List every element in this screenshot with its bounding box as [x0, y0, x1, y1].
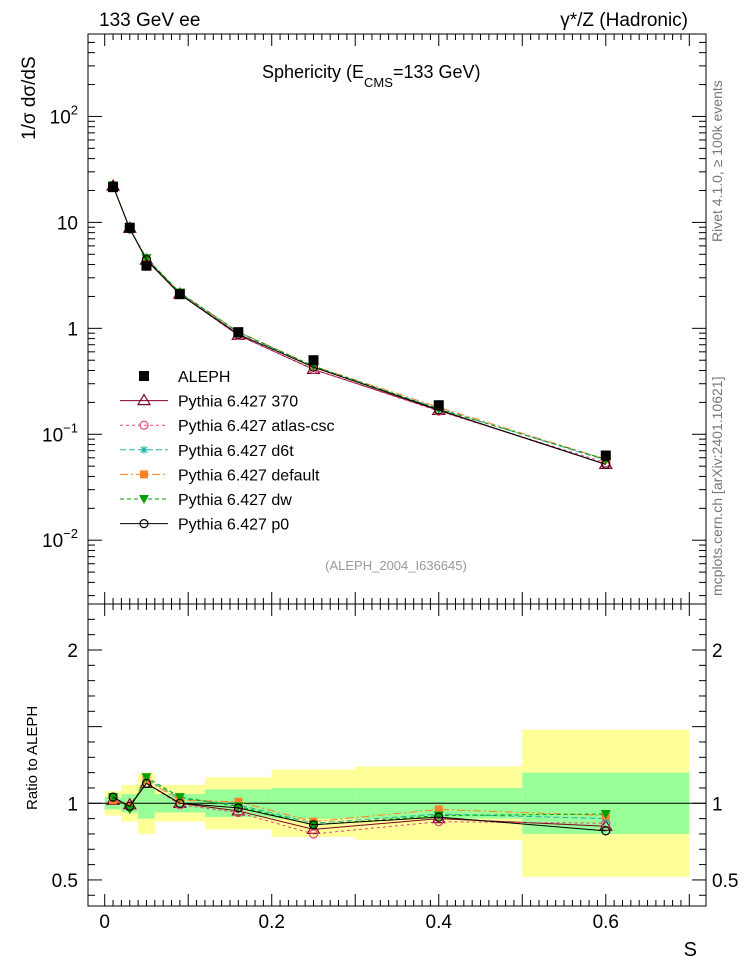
xtick-label: 0 [99, 912, 110, 933]
data-point [433, 400, 444, 411]
ratio-point-4 [141, 773, 152, 783]
ratio-point-5 [141, 778, 152, 788]
legend-label: Pythia 6.427 atlas-csc [178, 418, 335, 435]
ratio-line-5 [112, 782, 606, 832]
legend-marker [140, 470, 148, 479]
data-point [174, 289, 185, 300]
data-point [108, 182, 119, 193]
data-point [600, 450, 611, 461]
ratio-line-4 [112, 776, 606, 826]
main-ytick-label: 10−1 [42, 420, 78, 446]
xtick-label: 0.4 [426, 912, 453, 933]
series-line-5 [112, 185, 606, 465]
xtick-label: 0.6 [593, 912, 619, 933]
main-ytick-label: 10−2 [42, 526, 78, 552]
main-ylabel: 1/σ dσ/dS [19, 56, 40, 140]
ratio-point-4 [174, 793, 185, 803]
mcplots-label: mcplots.cern.ch [arXiv:2401.10621] [709, 377, 725, 596]
analysis-watermark: (ALEPH_2004_I636645) [325, 558, 467, 573]
legend-marker [136, 393, 152, 406]
data-point [124, 222, 135, 233]
ratio-line-1 [112, 782, 606, 835]
ratio-line-2 [112, 778, 606, 824]
ratio-point-5 [125, 801, 135, 811]
main-ytick-label: 10 [57, 213, 78, 234]
rivet-label: Rivet 4.1.0, ≥ 100k events [709, 80, 725, 242]
ratio-ytick-label: 2 [67, 641, 78, 662]
main-ytick-label: 102 [50, 102, 78, 128]
legend-marker [139, 371, 149, 381]
ratio-ylabel: Ratio to ALEPH [24, 706, 41, 810]
chart-title-pre: Sphericity (E [262, 62, 364, 82]
chart-title-sub: CMS [364, 75, 393, 90]
ratio-point-4 [600, 810, 611, 820]
header-right: γ*/Z (Hadronic) [560, 10, 688, 31]
x-axis-label: S [684, 939, 697, 961]
ratio-point-3 [234, 797, 243, 806]
ratio-ytick-label-right: 1 [712, 794, 723, 815]
xtick-label: 0.2 [259, 912, 285, 933]
legend-label: Pythia 6.427 p0 [178, 517, 289, 534]
ratio-panel: 2 2 1 1 0.5 0.5 0 0.2 0.4 0.6 [52, 603, 738, 933]
data-point [233, 327, 244, 338]
ratio-ytick-label-right: 2 [712, 641, 723, 662]
main-ytick-label: 1 [67, 319, 78, 340]
legend-label: ALEPH [178, 369, 230, 386]
legend-marker [139, 420, 149, 430]
chart-title: Sphericity (ECMS=133 GeV) [262, 62, 481, 90]
data-point [308, 355, 319, 366]
ratio-ytick-label: 1 [67, 794, 78, 815]
legend: ALEPH Pythia 6.427 370 Pythia 6.427 atlas-… [120, 369, 335, 534]
ratio-point-5 [233, 803, 243, 813]
ratio-point-5 [434, 812, 444, 822]
ratio-ytick-label-right: 0.5 [712, 871, 738, 892]
ratio-ytick-label: 0.5 [52, 871, 78, 892]
legend-marker [140, 445, 148, 454]
ratio-point-3 [434, 805, 443, 814]
legend-marker [139, 495, 149, 504]
ratio-point-0 [306, 822, 321, 834]
legend-label: Pythia 6.427 370 [178, 394, 298, 411]
chart-title-post: =133 GeV) [393, 62, 481, 82]
data-point [141, 260, 152, 271]
ratio-point-1 [308, 829, 319, 839]
main-panel: 102 10 1 10−1 10−2 [42, 33, 707, 605]
ratio-point-5 [601, 826, 611, 836]
legend-marker [139, 518, 149, 529]
legend-label: Pythia 6.427 default [178, 467, 320, 484]
legend-label: Pythia 6.427 d6t [178, 443, 294, 460]
ratio-point-5 [308, 820, 319, 830]
ratio-point-5 [108, 792, 118, 802]
header-left: 133 GeV ee [99, 10, 200, 31]
ratio-point-5 [175, 798, 185, 808]
legend-label: Pythia 6.427 dw [178, 492, 292, 509]
